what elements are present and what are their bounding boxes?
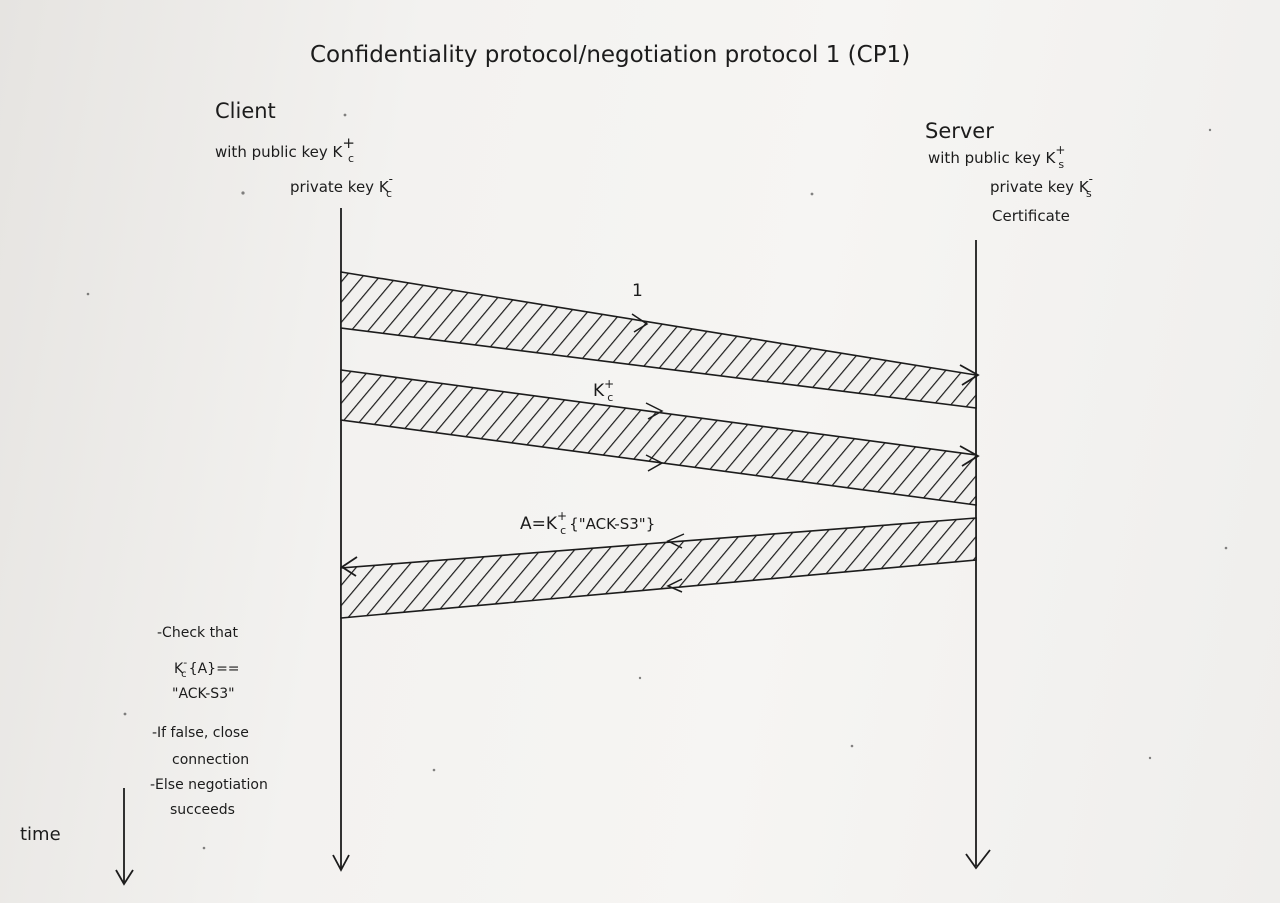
speck bbox=[123, 712, 127, 716]
server-private-key-text: private key K bbox=[990, 178, 1090, 196]
message-3-label-sub: c bbox=[560, 524, 566, 537]
note-ack-s3: "ACK-S3" bbox=[172, 686, 235, 702]
client-private-key: private key K-c bbox=[290, 172, 393, 200]
server-private-key-sup: - bbox=[1089, 172, 1093, 186]
diagram-title: Confidentiality protocol/negotiation pro… bbox=[310, 42, 910, 68]
message-2-band bbox=[340, 369, 977, 506]
client-private-key-text: private key K bbox=[290, 178, 390, 196]
note-check-k: K bbox=[174, 661, 184, 677]
note-connection: connection bbox=[172, 752, 249, 768]
message-2-mid-arrow-a bbox=[645, 402, 664, 420]
note-check-sub: c bbox=[181, 669, 187, 680]
speck bbox=[638, 676, 642, 680]
client-private-key-sup: - bbox=[389, 172, 393, 186]
client-private-key-sub: c bbox=[386, 187, 392, 200]
client-public-key-sub: c bbox=[348, 152, 354, 165]
message-1-band bbox=[340, 271, 977, 409]
message-1: 1 bbox=[340, 271, 980, 409]
message-2-mid-arrow-b bbox=[645, 454, 664, 472]
note-check-that: -Check that bbox=[157, 625, 239, 641]
time-axis: time bbox=[20, 788, 134, 886]
message-3-label-sup: + bbox=[557, 509, 567, 523]
server-lifeline-arrowhead bbox=[965, 849, 991, 870]
speck bbox=[850, 744, 854, 748]
message-2-arrowhead bbox=[959, 445, 980, 467]
server-public-key-sub: s bbox=[1058, 158, 1064, 171]
client-notes: -Check that K-c {A}== "ACK-S3" -If false,… bbox=[150, 625, 268, 818]
server-header: Server with public key K+ s private key K… bbox=[925, 119, 1093, 225]
server-private-key-sub: s bbox=[1086, 187, 1092, 200]
message-1-arrowhead bbox=[959, 364, 980, 386]
server-public-key-text: with public key K bbox=[928, 149, 1057, 167]
message-2-label-text: K bbox=[593, 381, 605, 401]
server-public-key-sup: + bbox=[1055, 143, 1065, 157]
server-public-key: with public key K+ s bbox=[928, 143, 1065, 171]
message-3-label: A=K+ c {"ACK-S3"} bbox=[520, 509, 655, 537]
client-public-key: with public key K+ c bbox=[215, 134, 355, 165]
client-heading: Client bbox=[215, 99, 276, 123]
message-3-band bbox=[340, 517, 977, 619]
note-succeeds: succeeds bbox=[170, 802, 235, 818]
message-3-label-text: A=K bbox=[520, 514, 558, 534]
message-1-label: 1 bbox=[632, 281, 643, 301]
message-2: K+ c bbox=[340, 369, 980, 506]
speck bbox=[86, 292, 90, 296]
note-else: -Else negotiation bbox=[150, 777, 268, 793]
client-header: Client with public key K+ c private key K… bbox=[215, 99, 393, 200]
message-3-mid-arrow-a bbox=[666, 533, 685, 549]
speck bbox=[810, 192, 814, 196]
time-arrow-head bbox=[115, 869, 134, 886]
message-1-mid-arrow bbox=[631, 313, 649, 333]
server-private-key: private key K-s bbox=[990, 172, 1093, 200]
speck bbox=[1208, 128, 1212, 132]
message-2-label-sup: + bbox=[604, 377, 614, 391]
time-label: time bbox=[20, 824, 61, 845]
note-if-false: -If false, close bbox=[152, 725, 249, 741]
speck bbox=[1148, 756, 1152, 760]
message-3: A=K+ c {"ACK-S3"} bbox=[340, 509, 977, 619]
client-public-key-sup: + bbox=[342, 134, 355, 152]
message-3-label-rest: {"ACK-S3"} bbox=[569, 515, 655, 533]
server-heading: Server bbox=[925, 119, 994, 143]
speck bbox=[241, 191, 245, 195]
server-certificate: Certificate bbox=[992, 207, 1070, 225]
message-2-label: K+ c bbox=[593, 377, 614, 404]
note-check-rest: {A}== bbox=[189, 661, 240, 677]
note-check-expression: K-c {A}== bbox=[174, 656, 240, 680]
speck bbox=[343, 113, 347, 117]
message-3-arrowhead bbox=[340, 556, 358, 577]
message-3-mid-arrow-b bbox=[666, 578, 683, 593]
client-lifeline-arrowhead bbox=[332, 854, 350, 872]
speck bbox=[432, 768, 436, 772]
client-public-key-text: with public key K bbox=[215, 143, 344, 161]
paper-specks bbox=[86, 113, 1228, 850]
note-check-sup: - bbox=[183, 656, 187, 669]
speck bbox=[1224, 546, 1228, 550]
speck bbox=[202, 846, 206, 850]
message-2-label-sub: c bbox=[607, 391, 613, 404]
